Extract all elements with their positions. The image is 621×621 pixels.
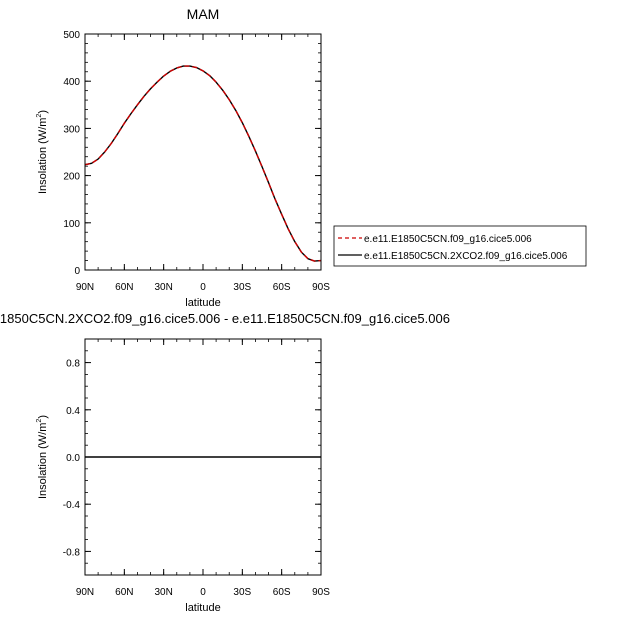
x-tick-label: 90N (76, 587, 94, 598)
x-tick-labels: 90N 60N 30N 0 30S 60S 90S (76, 282, 330, 293)
x-tick-label: 60S (273, 587, 291, 598)
y-axis-label: Insolation (W/m2) (36, 415, 49, 499)
x-tick-label: 30S (233, 282, 251, 293)
legend-box (333, 225, 587, 267)
series-line (84, 65, 322, 262)
y-tick-label: 0.0 (66, 453, 80, 464)
y-tick-label: 0.4 (66, 406, 80, 417)
legend-label-control: e.e11.E1850C5CN.f09_g16.cice5.006 (364, 234, 532, 245)
y-tick-label: 200 (63, 172, 80, 183)
insolation-panel: MAM 0 100 200 300 400 500 90N 60N 30N 0 30S 60S 90S… (36, 6, 330, 309)
plot-frame (84, 33, 322, 271)
axis-ticks (84, 33, 322, 271)
x-tick-label: 90S (312, 587, 330, 598)
x-tick-label: 30N (154, 587, 172, 598)
y-tick-labels: -0.8 -0.4 0.0 0.4 0.8 (63, 359, 81, 559)
y-tick-label: -0.8 (63, 547, 81, 558)
y-tick-label: -0.4 (63, 500, 81, 511)
x-axis-label: latitude (185, 297, 220, 309)
series-line (84, 65, 322, 262)
difference-panel: e.e11.E1850C5CN.2XCO2.f09_g16.cice5.006 … (0, 311, 450, 614)
x-tick-labels: 90N 60N 30N 0 30S 60S 90S (76, 587, 330, 598)
y-tick-label: 500 (63, 30, 80, 41)
x-tick-label: 30N (154, 282, 172, 293)
x-tick-label: 60N (115, 282, 133, 293)
x-tick-label: 0 (200, 282, 206, 293)
x-tick-label: 60S (273, 282, 291, 293)
plot-frame (84, 338, 322, 576)
y-tick-label: 300 (63, 124, 80, 135)
y-tick-label: 400 (63, 77, 80, 88)
x-tick-label: 30S (233, 587, 251, 598)
x-tick-label: 0 (200, 587, 206, 598)
y-tick-labels: 0 100 200 300 400 500 (63, 30, 80, 277)
y-tick-label: 100 (63, 219, 80, 230)
series-group (84, 65, 322, 262)
x-tick-label: 90N (76, 282, 94, 293)
x-tick-label: 60N (115, 587, 133, 598)
y-tick-label: 0 (74, 266, 80, 277)
difference-title: e.e11.E1850C5CN.2XCO2.f09_g16.cice5.006 … (0, 311, 450, 326)
chart-title: MAM (187, 6, 220, 22)
legend-label-2xco2: e.e11.E1850C5CN.2XCO2.f09_g16.cice5.006 (364, 251, 568, 262)
x-tick-label: 90S (312, 282, 330, 293)
x-axis-label: latitude (185, 602, 220, 614)
y-tick-label: 0.8 (66, 359, 80, 370)
legend: e.e11.E1850C5CN.f09_g16.cice5.006 e.e11.… (333, 225, 587, 267)
y-axis-label: Insolation (W/m2) (36, 110, 49, 194)
